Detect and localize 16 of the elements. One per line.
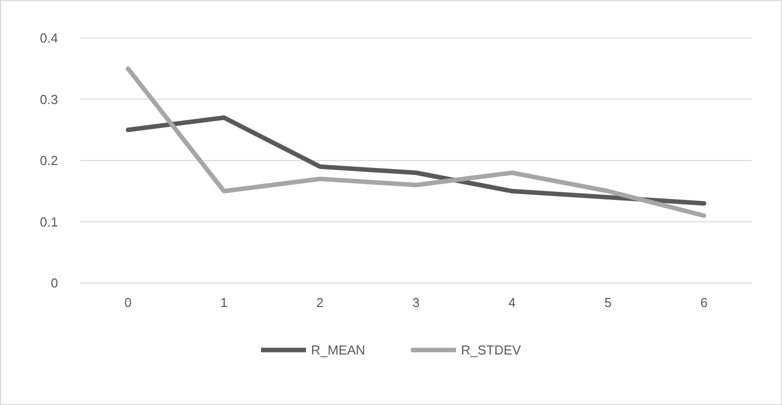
y-tick-label: 0.4 [40, 30, 58, 46]
y-tick-label: 0.3 [40, 92, 58, 107]
legend-label: R_MEAN [311, 342, 366, 358]
x-tick-label: 0 [124, 295, 132, 310]
y-tick-label: 0.2 [40, 153, 58, 168]
line-series [126, 115, 706, 206]
y-tick-label: 0.1 [40, 214, 58, 230]
x-tick-label: 4 [508, 295, 516, 310]
x-tick-label: 5 [604, 295, 612, 310]
x-tick-label: 2 [316, 295, 324, 310]
y-tick-label: 0 [50, 276, 58, 291]
x-tick-label: 3 [412, 295, 420, 310]
x-tick-label: 6 [700, 295, 708, 310]
legend-label: R_STDEV [461, 342, 522, 358]
x-tick-label: 1 [220, 295, 228, 310]
line-series [126, 66, 706, 218]
